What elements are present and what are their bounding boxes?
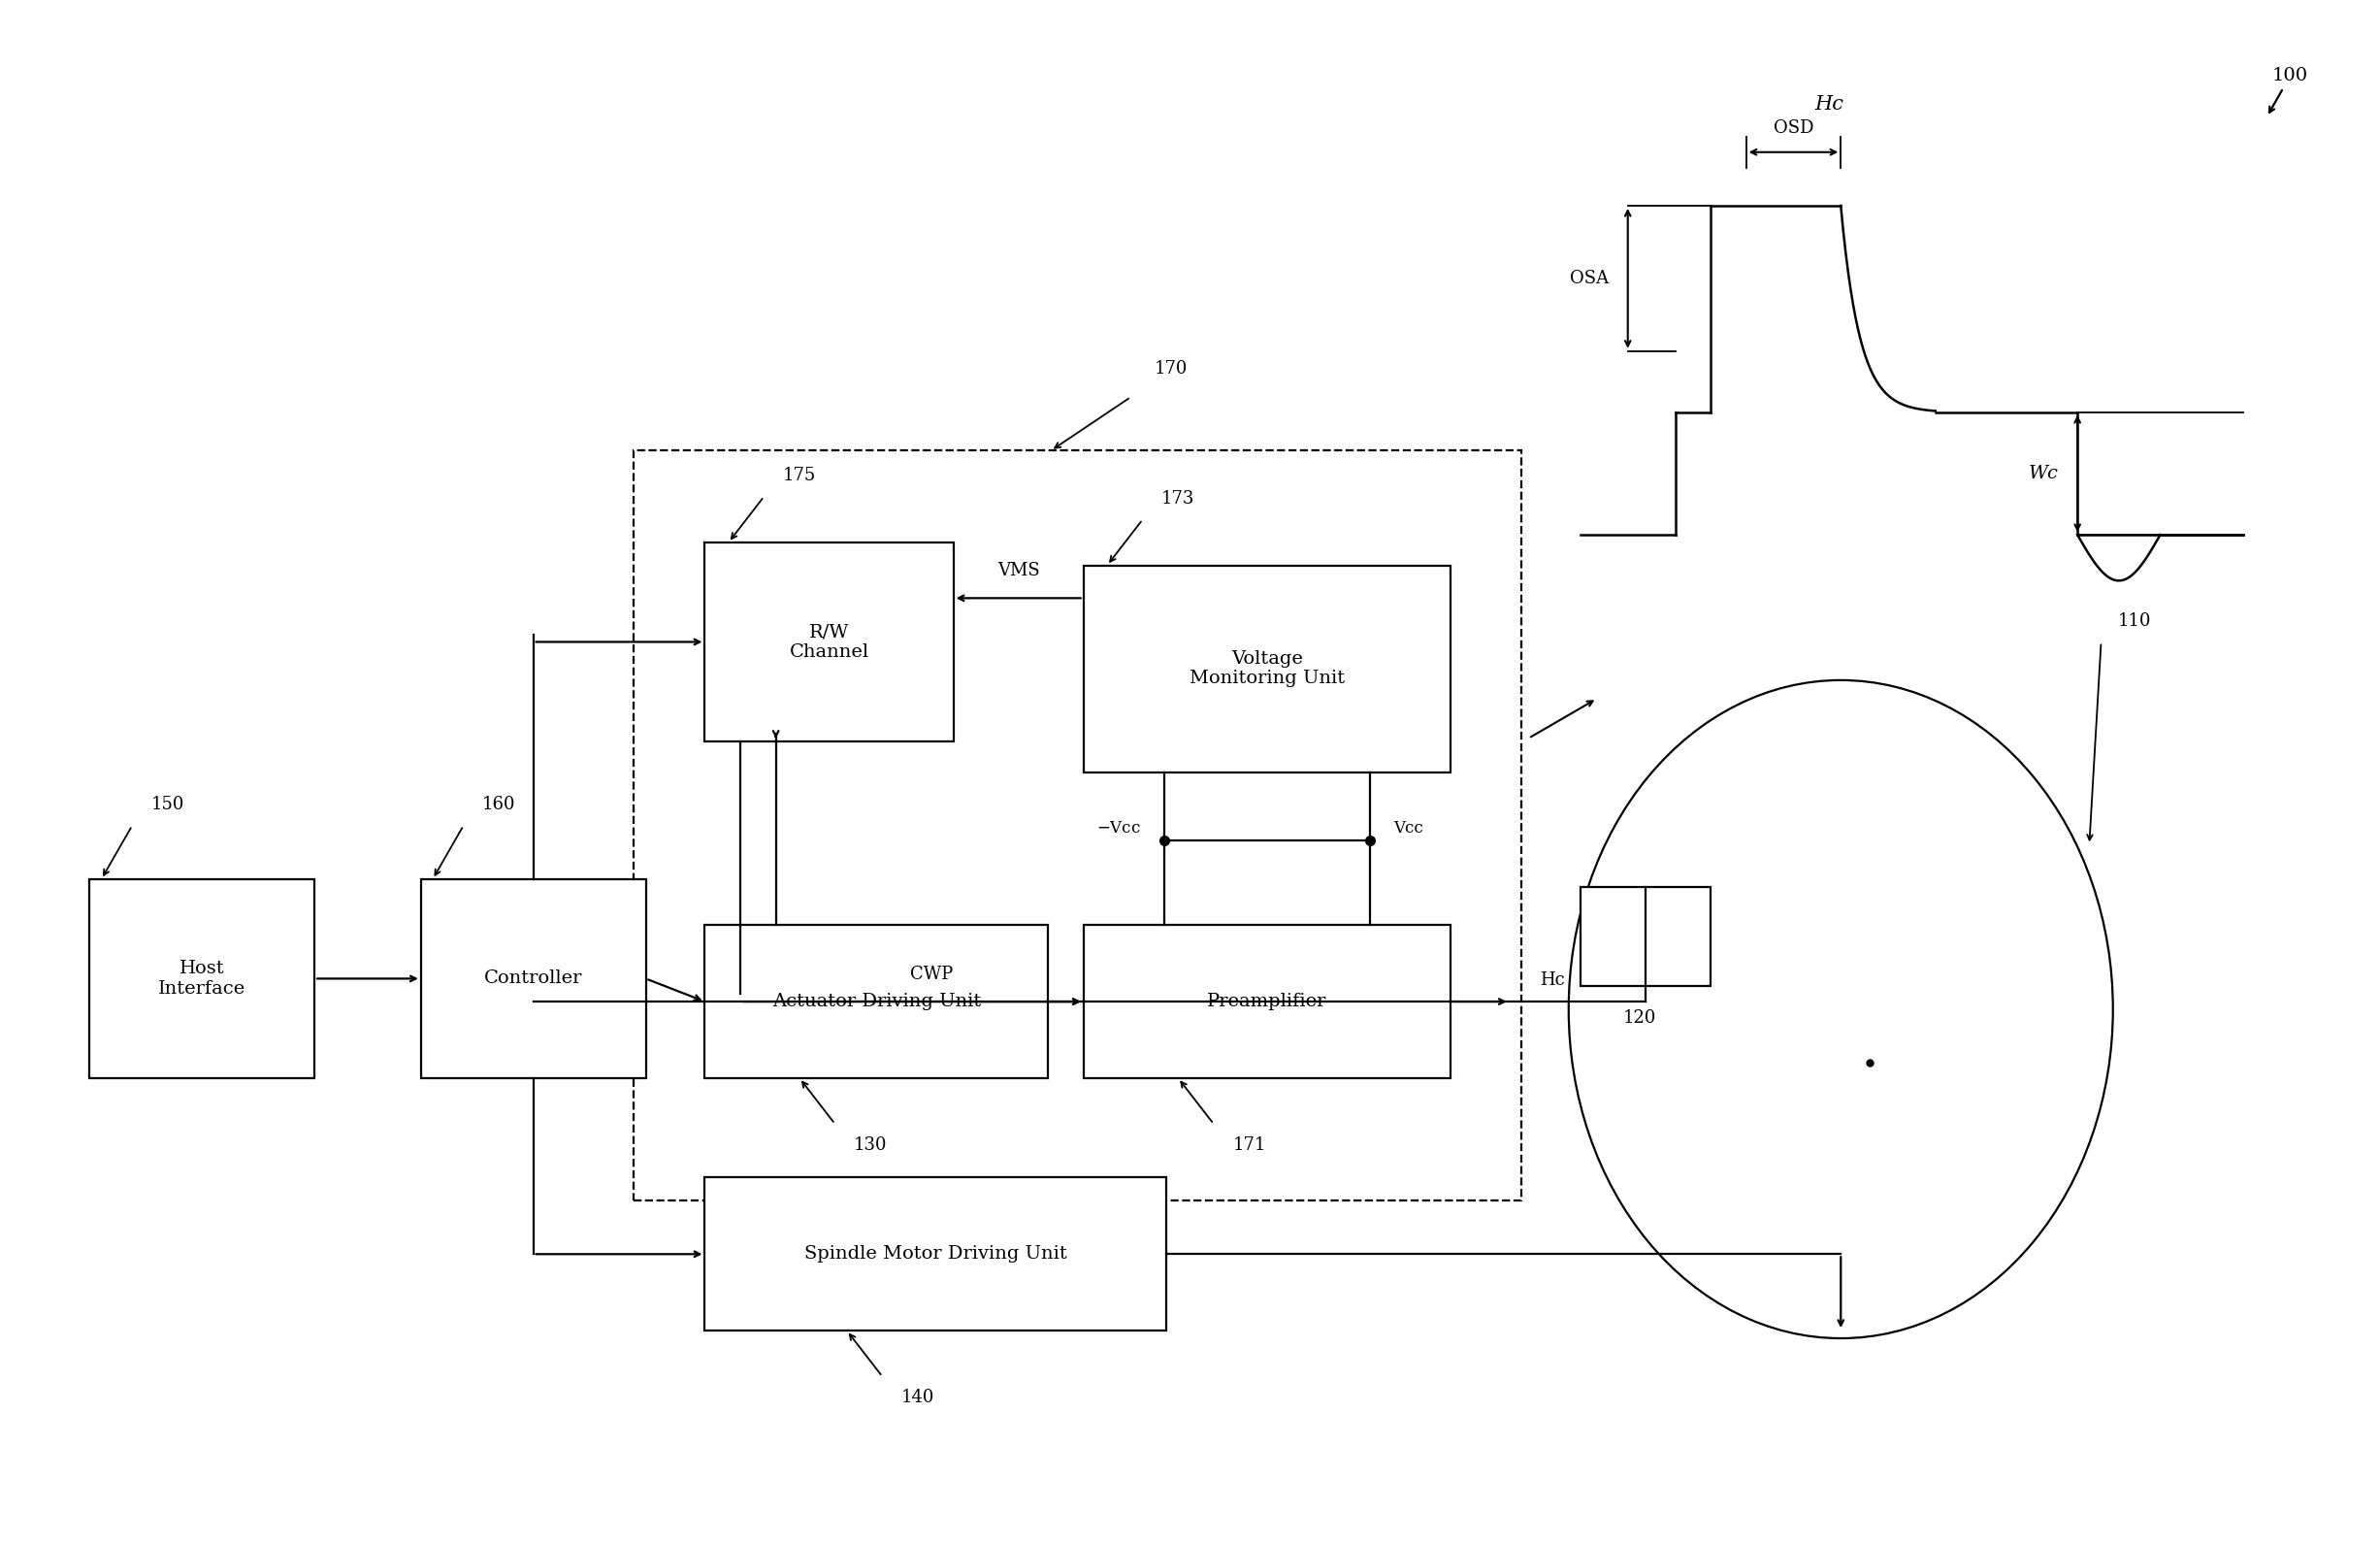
Bar [421, 879, 645, 1078]
Text: 173: 173 [1161, 489, 1195, 508]
Text: Actuator Driving Unit: Actuator Driving Unit [771, 993, 981, 1010]
Text: Spindle Motor Driving Unit: Spindle Motor Driving Unit [804, 1246, 1066, 1263]
Text: 150: 150 [150, 795, 183, 814]
Text: 140: 140 [902, 1388, 935, 1407]
Bar [704, 542, 954, 741]
Text: $-$Vcc: $-$Vcc [1097, 820, 1140, 837]
Text: 120: 120 [1623, 1010, 1656, 1027]
Text: Vcc: Vcc [1392, 820, 1423, 837]
Text: 170: 170 [1154, 360, 1188, 377]
Bar [90, 879, 314, 1078]
Text: 110: 110 [2118, 611, 2152, 630]
Text: 100: 100 [2273, 66, 2309, 85]
Text: CWP: CWP [912, 965, 954, 984]
Ellipse shape [1568, 681, 2113, 1339]
Text: OSA: OSA [1571, 270, 1609, 287]
Bar [1083, 565, 1449, 772]
Text: 130: 130 [854, 1136, 888, 1153]
Text: 175: 175 [783, 466, 816, 485]
Text: Voltage
Monitoring Unit: Voltage Monitoring Unit [1190, 650, 1345, 687]
Text: Controller: Controller [483, 970, 583, 987]
Text: 171: 171 [1233, 1136, 1266, 1153]
Bar [704, 1178, 1166, 1331]
Text: OSD: OSD [1773, 119, 1814, 137]
Text: 160: 160 [483, 795, 516, 814]
Text: Preamplifier: Preamplifier [1207, 993, 1326, 1010]
Bar [704, 925, 1047, 1078]
Text: Host
Interface: Host Interface [157, 960, 245, 997]
Text: Hc: Hc [1814, 96, 1844, 114]
Bar [1083, 925, 1449, 1078]
Bar [1580, 886, 1711, 987]
Text: VMS: VMS [997, 562, 1040, 579]
Text: Hc: Hc [1540, 971, 1566, 988]
Bar [633, 451, 1521, 1201]
Text: R/W
Channel: R/W Channel [790, 624, 869, 661]
Text: Wc: Wc [2028, 465, 2059, 482]
